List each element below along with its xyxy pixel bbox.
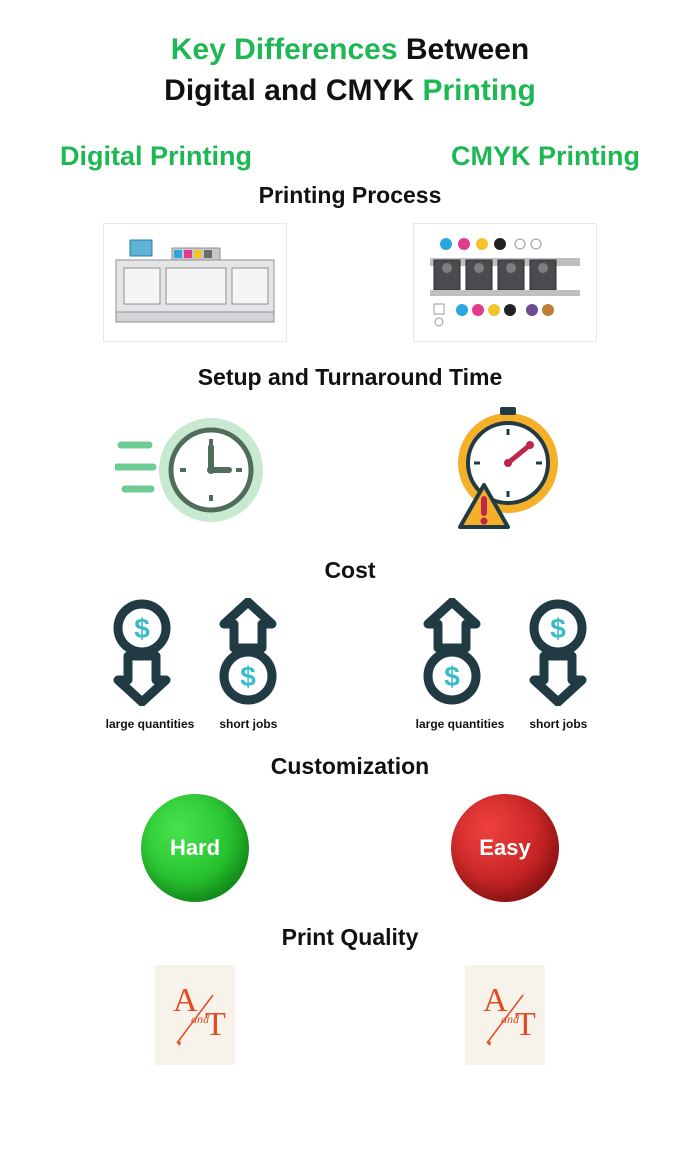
section-customization: Customization Hard Easy bbox=[40, 753, 660, 902]
cmyk-cost-short: $ short jobs bbox=[522, 598, 594, 731]
easy-badge: Easy bbox=[451, 794, 559, 902]
cost-down-icon: $ bbox=[522, 598, 594, 706]
quality-and: and bbox=[191, 1012, 210, 1026]
columns-header: Digital Printing CMYK Printing bbox=[40, 141, 660, 172]
svg-text:$: $ bbox=[551, 613, 567, 644]
quality-sample-left: A T and bbox=[155, 965, 235, 1065]
cmyk-large-label: large quantities bbox=[416, 717, 505, 731]
heading-printing-process: Printing Process bbox=[40, 182, 660, 209]
digital-custom-cell: Hard bbox=[56, 794, 335, 902]
title-seg-4: Printing bbox=[423, 74, 536, 107]
section-setup-time: Setup and Turnaround Time bbox=[40, 364, 660, 535]
digital-quality-cell: A T and bbox=[56, 965, 335, 1065]
hard-badge: Hard bbox=[141, 794, 249, 902]
cmyk-cost-large: $ large quantities bbox=[416, 598, 505, 731]
offset-press-cell bbox=[366, 223, 645, 342]
digital-cost-short: $ short jobs bbox=[212, 598, 284, 731]
fast-clock-icon bbox=[115, 405, 275, 535]
cmyk-custom-cell: Easy bbox=[366, 794, 645, 902]
hard-label: Hard bbox=[170, 835, 220, 861]
cost-up-icon: $ bbox=[416, 598, 488, 706]
page-title: Key Differences Between Digital and CMYK… bbox=[40, 30, 660, 111]
cmyk-cost-cell: $ large quantities $ short jobs bbox=[366, 598, 645, 731]
column-right-title: CMYK Printing bbox=[451, 141, 640, 172]
digital-cost-large: $ large quantities bbox=[106, 598, 195, 731]
heading-print-quality: Print Quality bbox=[40, 924, 660, 951]
title-line-1: Key Differences Between bbox=[40, 30, 660, 71]
heading-setup-time: Setup and Turnaround Time bbox=[40, 364, 660, 391]
fast-clock-cell bbox=[56, 405, 335, 535]
warning-clock-cell bbox=[366, 405, 645, 535]
section-print-quality: Print Quality A T and A T and bbox=[40, 924, 660, 1065]
digital-short-label: short jobs bbox=[212, 717, 284, 731]
svg-text:and: and bbox=[501, 1012, 520, 1026]
cost-up-icon: $ bbox=[212, 598, 284, 706]
offset-press-icon bbox=[420, 230, 590, 330]
title-seg-3: Digital and CMYK bbox=[164, 74, 422, 107]
svg-text:$: $ bbox=[134, 613, 150, 644]
digital-printer-icon bbox=[110, 230, 280, 330]
digital-large-label: large quantities bbox=[106, 717, 195, 731]
heading-customization: Customization bbox=[40, 753, 660, 780]
easy-label: Easy bbox=[479, 835, 530, 861]
cmyk-short-label: short jobs bbox=[522, 717, 594, 731]
digital-printer-cell bbox=[56, 223, 335, 342]
svg-text:$: $ bbox=[241, 661, 257, 692]
digital-cost-cell: $ large quantities $ short jobs bbox=[56, 598, 335, 731]
heading-cost: Cost bbox=[40, 557, 660, 584]
section-printing-process: Printing Process bbox=[40, 182, 660, 342]
section-cost: Cost $ large quantities $ bbox=[40, 557, 660, 731]
quality-sample-right: A T and bbox=[465, 965, 545, 1065]
svg-text:$: $ bbox=[444, 661, 460, 692]
title-seg-1: Key Differences bbox=[171, 33, 398, 66]
title-seg-2: Between bbox=[398, 33, 530, 66]
cost-down-icon: $ bbox=[106, 598, 178, 706]
cmyk-quality-cell: A T and bbox=[366, 965, 645, 1065]
column-left-title: Digital Printing bbox=[60, 141, 252, 172]
digital-printer-frame bbox=[103, 223, 287, 342]
title-line-2: Digital and CMYK Printing bbox=[40, 71, 660, 112]
offset-press-frame bbox=[413, 223, 597, 342]
warning-clock-icon bbox=[430, 405, 580, 535]
